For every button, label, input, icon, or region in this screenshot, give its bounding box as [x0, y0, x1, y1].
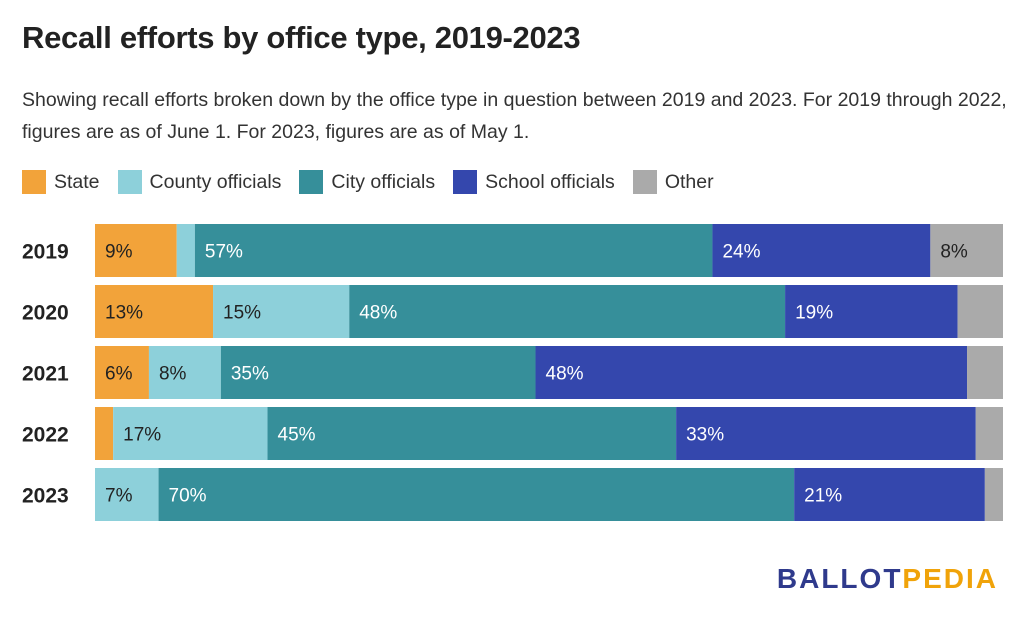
y-tick-label: 2022: [22, 424, 69, 447]
logo-text-ballot: BALLOT: [776, 563, 903, 594]
bar-segment: [712, 224, 931, 277]
legend-label-county-officials: County officials: [149, 170, 282, 193]
data-label: 57%: [205, 242, 243, 263]
bar-segment: [113, 407, 268, 460]
bar-segment: [95, 224, 177, 277]
chart-title: Recall efforts by office type, 2019-2023: [22, 20, 581, 55]
legend-item-city-officials: City officials: [299, 170, 435, 194]
y-tick-label: 2023: [22, 485, 69, 508]
data-label: 19%: [795, 303, 833, 324]
y-tick-label: 2020: [22, 302, 69, 325]
bar-segment: [535, 346, 968, 399]
data-label: 13%: [105, 303, 143, 324]
legend-label-state: State: [54, 170, 100, 193]
legend-swatch-state: [22, 170, 46, 194]
data-label: 6%: [105, 364, 133, 385]
y-tick-label: 2021: [22, 363, 69, 386]
data-label: 45%: [278, 425, 316, 446]
legend-label-other: Other: [664, 170, 714, 193]
data-label: 7%: [105, 486, 133, 507]
legend-label-city-officials: City officials: [331, 170, 436, 193]
bar-segment: [158, 468, 795, 521]
data-label: 8%: [159, 364, 187, 385]
bar-segment: [676, 407, 976, 460]
chart-subtitle: Showing recall efforts broken down by th…: [22, 89, 1007, 143]
bar-segment: [349, 285, 786, 338]
data-label: 35%: [231, 364, 269, 385]
data-label: 24%: [722, 242, 760, 263]
bar-segment: [957, 285, 1003, 338]
legend-item-other: Other: [632, 170, 714, 194]
legend-swatch-other: [632, 170, 657, 194]
logo-text-pedia: PEDIA: [902, 563, 998, 594]
legend-item-county-officials: County officials: [117, 170, 282, 194]
data-label: 8%: [940, 242, 968, 263]
bar-segment: [148, 346, 221, 399]
data-label: 21%: [804, 486, 842, 507]
data-label: 9%: [105, 242, 133, 263]
ballotpedia-logo: BALLOTPEDIA: [777, 563, 998, 595]
bar-segment: [95, 468, 159, 521]
data-label: 48%: [359, 303, 397, 324]
legend-label-school-officials: School officials: [485, 170, 615, 193]
legend-swatch-city-officials: [299, 170, 324, 194]
legend-swatch-school-officials: [453, 170, 478, 194]
bar-segment: [785, 285, 958, 338]
bar-segment: [176, 224, 195, 277]
bar-segment: [975, 407, 1003, 460]
legend-item-school-officials: School officials: [453, 170, 615, 194]
bar-segment: [95, 285, 214, 338]
bar-segment: [194, 224, 713, 277]
bar-segment: [95, 407, 114, 460]
y-tick-label: 2019: [22, 241, 69, 264]
legend-swatch-county-officials: [117, 170, 142, 194]
bar-segment: [967, 346, 1003, 399]
data-label: 33%: [686, 425, 724, 446]
bar-segment: [794, 468, 985, 521]
data-label: 48%: [546, 364, 584, 385]
legend-item-state: State: [22, 170, 100, 194]
bar-segment: [267, 407, 677, 460]
data-label: 15%: [223, 303, 261, 324]
bar-segment: [95, 346, 149, 399]
bar-segment: [220, 346, 536, 399]
bar-segment: [984, 468, 1003, 521]
bar-segment: [213, 285, 350, 338]
bar-segment: [930, 224, 1003, 277]
data-label: 17%: [123, 425, 161, 446]
data-label: 70%: [169, 486, 207, 507]
legend: State County officials City officials Sc…: [22, 170, 732, 194]
